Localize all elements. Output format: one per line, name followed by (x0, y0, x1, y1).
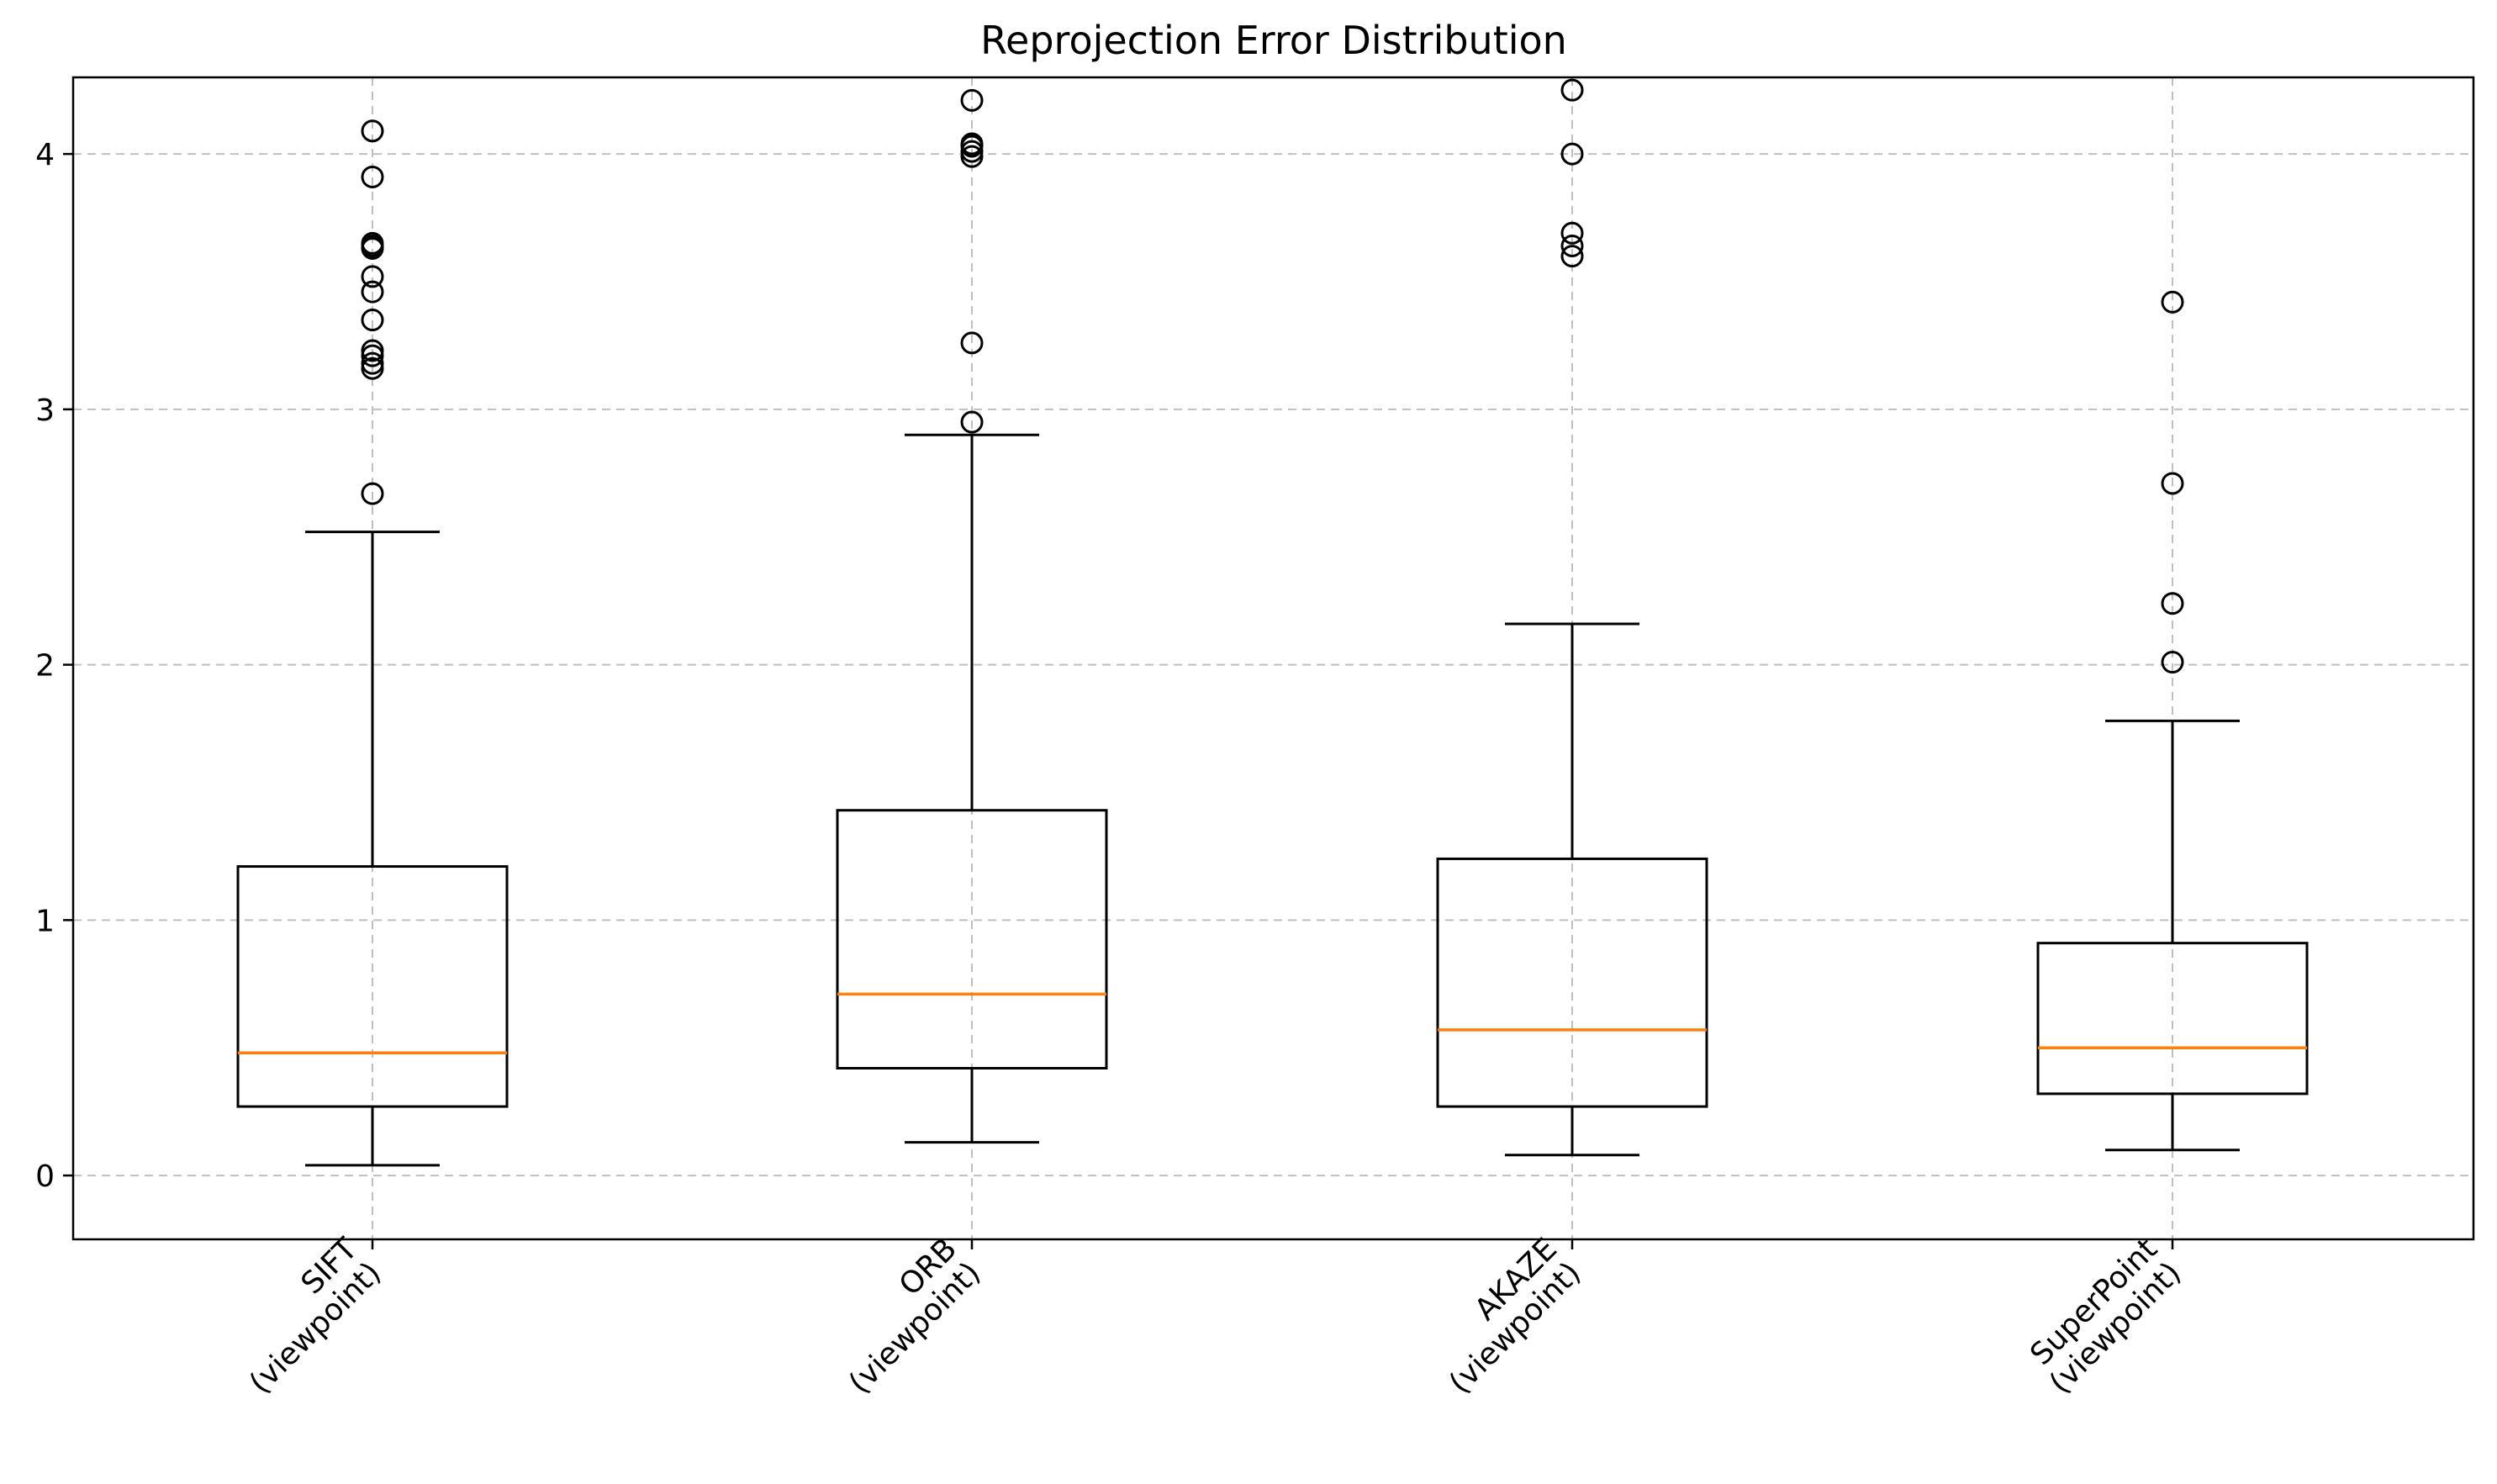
y-tick-label: 2 (35, 649, 55, 684)
outlier-point (361, 482, 384, 505)
outlier-point (361, 309, 384, 332)
outlier-point (361, 119, 384, 143)
iqr-box (2036, 942, 2309, 1096)
x-tick-label: AKAZE(viewpoint) (1419, 1232, 1588, 1401)
outlier-point (960, 132, 984, 156)
outlier-point (1560, 221, 1584, 245)
x-tick-label: ORB(viewpoint) (819, 1232, 988, 1401)
outlier-point (960, 331, 984, 355)
outlier-point (1560, 78, 1584, 102)
iqr-box (836, 809, 1108, 1069)
iqr-box (1436, 857, 1708, 1108)
chart-title: Reprojection Error Distribution (980, 18, 1567, 63)
outlier-point (361, 351, 384, 375)
box-group (2036, 290, 2309, 1152)
box-group (1436, 78, 1708, 1157)
outlier-point (361, 231, 384, 255)
outlier-point (2161, 651, 2184, 674)
outlier-point (1560, 245, 1584, 268)
y-axis: 0 1 2 3 4 (35, 138, 73, 1194)
x-tick-label: SIFT(viewpoint) (219, 1231, 388, 1400)
x-tick-label: SuperPoint(viewpoint) (2019, 1232, 2188, 1401)
outlier-point (361, 165, 384, 188)
box-series (236, 78, 2309, 1167)
plot-area-frame (71, 76, 2475, 1241)
x-axis: SIFT(viewpoint) ORB(viewpoint) AKAZE(viewp… (219, 1231, 2188, 1401)
y-tick-label: 4 (35, 138, 55, 172)
grid-lines (73, 77, 2473, 1239)
outlier-point (960, 410, 984, 434)
outlier-point (1560, 142, 1584, 166)
outlier-point (361, 265, 384, 288)
outlier-point (2161, 290, 2184, 314)
outlier-point (361, 280, 384, 304)
iqr-box (236, 865, 509, 1108)
outlier-point (1560, 234, 1584, 257)
outlier-point (2161, 592, 2184, 615)
y-tick-label: 0 (35, 1159, 55, 1194)
box-group (836, 88, 1108, 1144)
outlier-point (2161, 472, 2184, 495)
y-tick-label: 1 (35, 904, 55, 938)
outlier-point (960, 88, 984, 112)
box-group (236, 119, 509, 1167)
y-tick-label: 3 (35, 393, 55, 428)
outlier-point (361, 339, 384, 362)
